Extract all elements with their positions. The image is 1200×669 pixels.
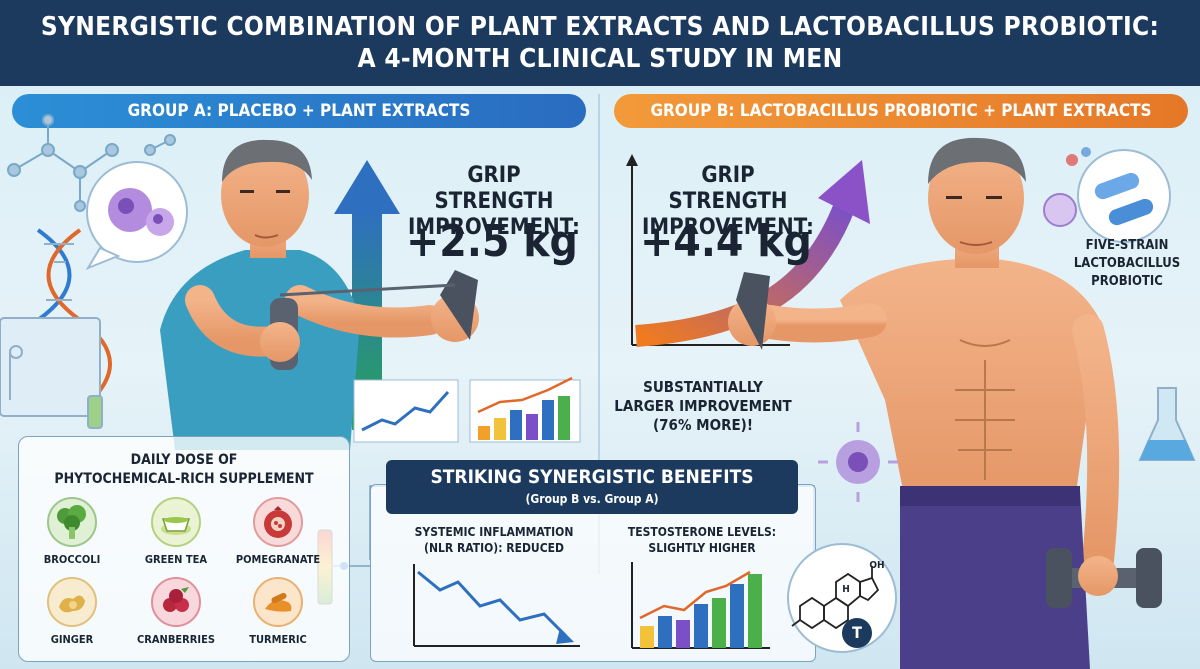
turmeric-icon <box>253 577 303 627</box>
note-line-2: LARGER IMPROVEMENT <box>614 397 792 415</box>
group-a-label: GROUP A: PLACEBO + PLANT EXTRACTS <box>12 94 586 128</box>
food-item-ginger: GINGER <box>27 577 117 646</box>
header-banner: SYNERGISTIC COMBINATION OF PLANT EXTRACT… <box>0 0 1200 86</box>
food-item-green-tea: GREEN TEA <box>131 497 221 566</box>
lab-equipment-icon <box>0 317 103 429</box>
inflammation-line-2: (NLR RATIO): REDUCED <box>424 541 564 555</box>
group-b-label: GROUP B: LACTOBACILLUS PROBIOTIC + PLANT… <box>614 94 1188 128</box>
testosterone-line-2: SLIGHTLY HIGHER <box>648 541 756 555</box>
inflammation-label: SYSTEMIC INFLAMMATION (NLR RATIO): REDUC… <box>396 524 592 556</box>
dumbbell-icon <box>1046 548 1162 608</box>
food-label: GREEN TEA <box>144 553 208 566</box>
supplement-title-line2: PHYTOCHEMICAL-RICH SUPPLEMENT <box>54 471 314 487</box>
title-line-1: SYNERGISTIC COMBINATION OF PLANT EXTRACT… <box>40 12 1160 42</box>
food-item-cranberries: CRANBERRIES <box>131 577 221 646</box>
group-b-man-illustration <box>728 137 1162 669</box>
note-line-3: (76% MORE)! <box>653 416 753 434</box>
supplement-panel: DAILY DOSE OF PHYTOCHEMICAL-RICH SUPPLEM… <box>18 436 350 662</box>
food-label: CRANBERRIES <box>137 633 215 646</box>
group-a-grip-value: +2.5 kg <box>406 216 578 267</box>
ginger-icon <box>47 577 97 627</box>
group-b-grip-label: GRIP STRENGTH IMPROVEMENT: <box>640 163 816 241</box>
group-a-bar-chart-icon <box>469 376 581 443</box>
column-divider <box>598 94 600 574</box>
group-a-line-chart-icon <box>353 379 459 443</box>
supplement-title-line1: DAILY DOSE OF <box>130 452 238 468</box>
probiotic-line-3: PROBIOTIC <box>1091 274 1163 289</box>
benefits-subtitle: (Group B vs. Group A) <box>525 492 659 506</box>
probiotic-bacteria-icon <box>1043 147 1171 243</box>
green-tea-icon <box>151 497 201 547</box>
group-b-growth-curve-icon <box>626 154 870 347</box>
testosterone-label: TESTOSTERONE LEVELS: SLIGHTLY HIGHER <box>604 524 800 556</box>
food-label: TURMERIC <box>249 633 307 646</box>
supplement-title: DAILY DOSE OF PHYTOCHEMICAL-RICH SUPPLEM… <box>19 451 349 489</box>
beaker-icon <box>1138 387 1196 461</box>
food-item-broccoli: BROCCOLI <box>27 497 117 566</box>
benefits-title-box: STRIKING SYNERGISTIC BENEFITS (Group B v… <box>386 460 798 514</box>
cranberries-icon <box>151 577 201 627</box>
immune-cells-bubble-icon <box>85 161 188 271</box>
testosterone-badge: T <box>842 618 872 648</box>
virus-cell-icon <box>818 422 898 502</box>
group-a-grip-label-line2: IMPROVEMENT: <box>408 215 580 240</box>
h-label: H <box>842 584 850 595</box>
probiotic-label: FIVE-STRAIN LACTOBACILLUS PROBIOTIC <box>1062 237 1192 291</box>
food-label: POMEGRANATE <box>235 553 321 566</box>
food-item-turmeric: TURMERIC <box>233 577 323 646</box>
group-a-grip-label: GRIP STRENGTH IMPROVEMENT: <box>406 163 582 241</box>
group-b-improvement-note: SUBSTANTIALLY LARGER IMPROVEMENT (76% MO… <box>600 378 806 435</box>
group-b-grip-label-line2: IMPROVEMENT: <box>642 215 814 240</box>
food-label: BROCCOLI <box>43 553 101 566</box>
broccoli-icon <box>47 497 97 547</box>
oh-label: OH <box>869 560 885 571</box>
pomegranate-icon <box>253 497 303 547</box>
group-a-grip-label-line1: GRIP STRENGTH <box>434 163 554 214</box>
group-b-grip-label-line1: GRIP STRENGTH <box>668 163 788 214</box>
food-item-pomegranate: POMEGRANATE <box>233 497 323 566</box>
note-line-1: SUBSTANTIALLY <box>643 378 763 396</box>
probiotic-line-2: LACTOBACILLUS <box>1073 256 1181 271</box>
probiotic-line-1: FIVE-STRAIN <box>1085 238 1169 253</box>
testosterone-line-1: TESTOSTERONE LEVELS: <box>627 525 777 539</box>
group-a-man-illustration <box>160 139 479 450</box>
inflammation-line-1: SYSTEMIC INFLAMMATION <box>414 525 574 539</box>
molecule-network-icon <box>7 114 176 212</box>
food-label: GINGER <box>50 633 94 646</box>
benefits-title: STRIKING SYNERGISTIC BENEFITS <box>430 466 754 488</box>
title-line-2: A 4-MONTH CLINICAL STUDY IN MEN <box>357 44 843 74</box>
group-b-grip-value: +4.4 kg <box>640 216 812 267</box>
